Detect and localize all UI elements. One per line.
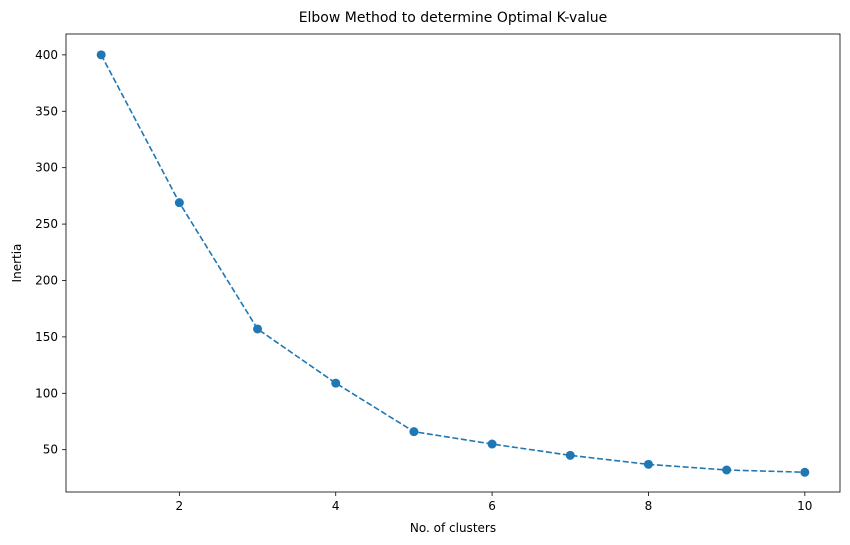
data-point [722, 465, 732, 475]
chart-title: Elbow Method to determine Optimal K-valu… [299, 10, 608, 26]
data-point [487, 439, 497, 449]
x-tick-label: 10 [797, 499, 812, 513]
x-tick-label: 8 [645, 499, 653, 513]
y-tick-label: 400 [35, 48, 58, 62]
y-tick-label: 250 [35, 217, 58, 231]
data-point [409, 427, 419, 437]
y-axis-ticks: 50 100 150 200 250 300 350 400 [35, 48, 66, 457]
y-tick-label: 200 [35, 273, 58, 287]
y-tick-label: 150 [35, 330, 58, 344]
y-tick-label: 350 [35, 104, 58, 118]
data-point [565, 450, 575, 460]
x-axis-title: No. of clusters [410, 521, 496, 535]
x-tick-label: 6 [488, 499, 496, 513]
series-group [96, 50, 810, 477]
data-point [174, 198, 184, 208]
data-point [253, 324, 263, 334]
plot-frame [65, 33, 841, 493]
data-point [331, 378, 341, 388]
y-tick-label: 300 [35, 161, 58, 175]
data-point [643, 459, 653, 469]
data-point [96, 50, 106, 60]
y-tick-label: 100 [35, 386, 58, 400]
x-tick-label: 2 [176, 499, 184, 513]
x-tick-label: 4 [332, 499, 340, 513]
data-point [800, 467, 810, 477]
x-axis-ticks: 2 4 6 8 10 [176, 492, 812, 513]
y-tick-label: 50 [43, 443, 58, 457]
y-axis-title: Inertia [10, 244, 24, 283]
series-line [100, 54, 805, 474]
